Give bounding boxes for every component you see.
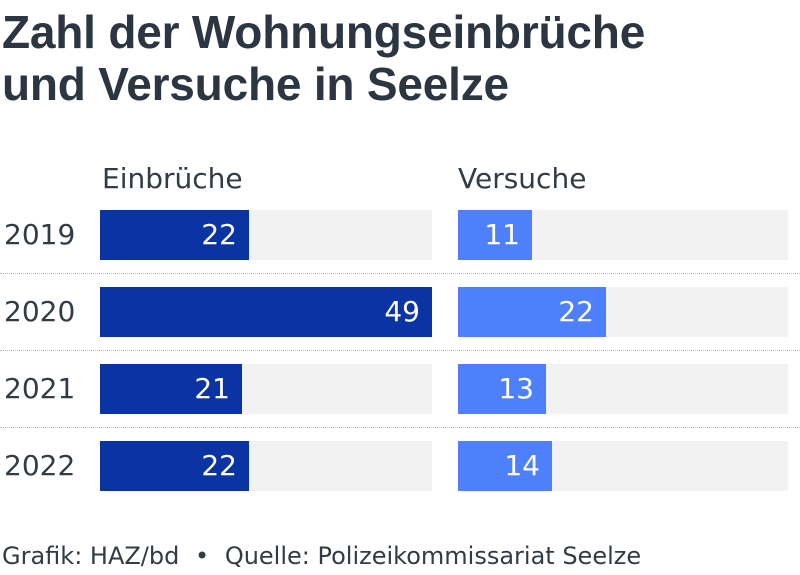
value-label-einbrueche-2020: 49 xyxy=(384,295,420,328)
bar-track-einbrueche-2020: 49 xyxy=(100,287,432,337)
bar-versuche-2020 xyxy=(458,287,606,337)
year-label-2019: 2019 xyxy=(4,218,76,251)
value-label-einbrueche-2021: 21 xyxy=(194,372,230,405)
credit-text: Grafik: HAZ/bd xyxy=(2,542,180,570)
series-label-einbrueche: Einbrüche xyxy=(102,162,243,195)
chart-title-line-2: und Versuche in Seelze xyxy=(2,58,509,110)
value-label-einbrueche-2022: 22 xyxy=(201,449,237,482)
bar-track-einbrueche-2021: 21 xyxy=(100,364,432,414)
bar-einbrueche-2020 xyxy=(100,287,432,337)
year-label-2022: 2022 xyxy=(4,449,76,482)
year-label-2020: 2020 xyxy=(4,295,76,328)
bar-track-einbrueche-2022: 22 xyxy=(100,441,432,491)
bar-track-versuche-2022: 14 xyxy=(458,441,788,491)
bar-track-versuche-2019: 11 xyxy=(458,210,788,260)
bar-einbrueche-2021 xyxy=(100,364,242,414)
value-label-versuche-2020: 22 xyxy=(558,295,594,328)
row-divider xyxy=(0,350,800,351)
row-divider xyxy=(0,427,800,428)
chart-title-line-1: Zahl der Wohnungseinbrüche xyxy=(2,6,646,58)
bar-track-versuche-2021: 13 xyxy=(458,364,788,414)
series-label-versuche: Versuche xyxy=(458,162,587,195)
separator-dot: • xyxy=(195,542,210,570)
chart-footer: Grafik: HAZ/bd • Quelle: Polizeikommissa… xyxy=(2,541,641,571)
row-divider xyxy=(0,273,800,274)
value-label-einbrueche-2019: 22 xyxy=(201,218,237,251)
bar-einbrueche-2022 xyxy=(100,441,249,491)
bar-versuche-2021 xyxy=(458,364,546,414)
bar-versuche-2022 xyxy=(458,441,552,491)
year-label-2021: 2021 xyxy=(4,372,76,405)
value-label-versuche-2022: 14 xyxy=(504,449,540,482)
source-text: Quelle: Polizeikommissariat Seelze xyxy=(224,542,642,570)
chart-title: Zahl der Wohnungseinbrüche und Versuche … xyxy=(2,6,792,110)
bar-versuche-2019 xyxy=(458,210,532,260)
bar-einbrueche-2019 xyxy=(100,210,249,260)
value-label-versuche-2019: 11 xyxy=(484,218,520,251)
bar-track-einbrueche-2019: 22 xyxy=(100,210,432,260)
bar-track-versuche-2020: 22 xyxy=(458,287,788,337)
value-label-versuche-2021: 13 xyxy=(498,372,534,405)
